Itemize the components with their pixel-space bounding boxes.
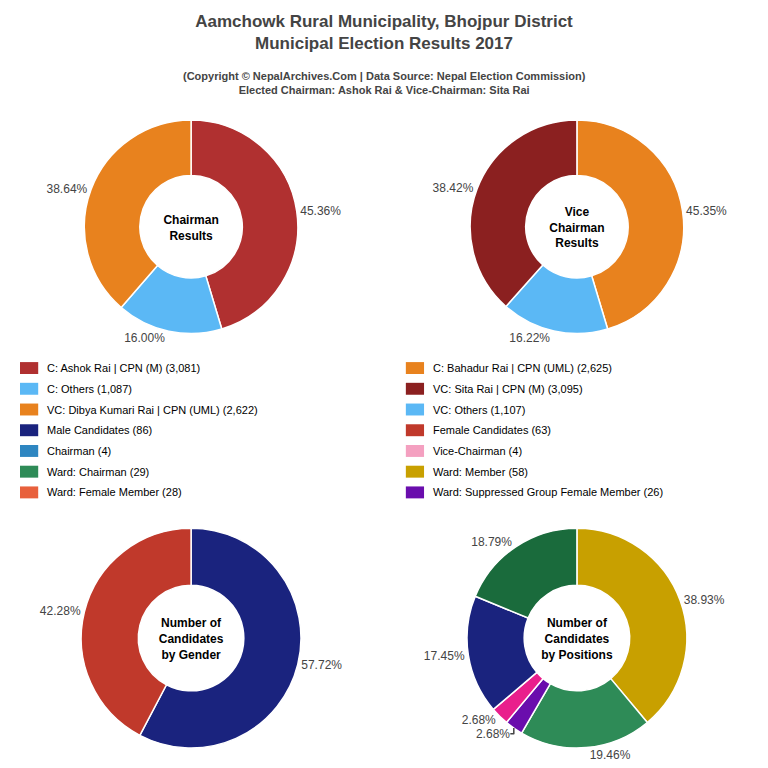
svg-text:C: Ashok Rai | CPN (M) (3,081): C: Ashok Rai | CPN (M) (3,081) — [47, 362, 200, 374]
svg-text:(Copyright © NepalArchives.Com: (Copyright © NepalArchives.Com | Data So… — [183, 70, 586, 96]
svg-text:16.00%: 16.00% — [124, 331, 165, 345]
svg-text:57.72%: 57.72% — [301, 658, 342, 672]
svg-text:38.64%: 38.64% — [47, 182, 88, 196]
svg-text:Ward: Member (58): Ward: Member (58) — [433, 466, 528, 478]
svg-text:Female Candidates (63): Female Candidates (63) — [433, 424, 551, 436]
svg-text:VC: Dibya Kumari Rai | CPN (UM: VC: Dibya Kumari Rai | CPN (UML) (2,622) — [47, 404, 258, 416]
svg-text:Number ofCandidatesby Gender: Number ofCandidatesby Gender — [159, 616, 224, 661]
svg-text:42.28%: 42.28% — [40, 604, 81, 618]
svg-text:ChairmanResults: ChairmanResults — [163, 213, 218, 243]
svg-text:38.93%: 38.93% — [684, 593, 725, 607]
svg-text:17.45%: 17.45% — [424, 649, 465, 663]
svg-text:2.68%: 2.68% — [476, 727, 510, 741]
svg-text:38.42%: 38.42% — [433, 181, 474, 195]
svg-text:Aamchowk Rural Municipality, B: Aamchowk Rural Municipality, Bhojpur Dis… — [195, 12, 573, 53]
svg-text:18.79%: 18.79% — [471, 535, 512, 549]
svg-text:Number ofCandidatesby Position: Number ofCandidatesby Positions — [541, 616, 613, 661]
svg-text:C: Bahadur Rai | CPN (UML) (2,: C: Bahadur Rai | CPN (UML) (2,625) — [433, 362, 612, 374]
svg-text:VC: Sita Rai | CPN (M) (3,095): VC: Sita Rai | CPN (M) (3,095) — [433, 383, 583, 395]
svg-text:C: Others (1,087): C: Others (1,087) — [47, 383, 132, 395]
svg-text:16.22%: 16.22% — [509, 331, 550, 345]
svg-text:2.68%: 2.68% — [462, 713, 496, 727]
svg-text:Vice-Chairman (4): Vice-Chairman (4) — [433, 445, 522, 457]
svg-text:Chairman (4): Chairman (4) — [47, 445, 111, 457]
svg-text:Male Candidates (86): Male Candidates (86) — [47, 424, 152, 436]
svg-text:Ward: Suppressed Group Female: Ward: Suppressed Group Female Member (26… — [433, 486, 663, 498]
svg-text:VC: Others (1,107): VC: Others (1,107) — [433, 404, 525, 416]
svg-text:19.46%: 19.46% — [590, 748, 631, 762]
svg-text:45.35%: 45.35% — [686, 204, 727, 218]
svg-text:45.36%: 45.36% — [300, 204, 341, 218]
svg-text:Ward: Chairman (29): Ward: Chairman (29) — [47, 466, 149, 478]
svg-text:Ward: Female Member (28): Ward: Female Member (28) — [47, 486, 182, 498]
svg-text:ViceChairmanResults: ViceChairmanResults — [549, 205, 604, 250]
